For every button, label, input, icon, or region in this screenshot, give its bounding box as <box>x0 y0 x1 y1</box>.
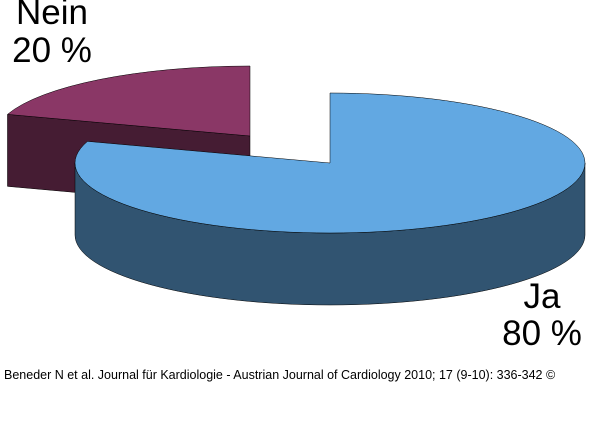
value-label: 80 % <box>502 314 582 353</box>
value-label: 20 % <box>12 31 92 70</box>
slice <box>74 92 586 234</box>
slice-label: Ja <box>524 277 562 316</box>
source-caption: Beneder N et al. Journal für Kardiologie… <box>4 368 556 382</box>
slice-label: Nein <box>16 0 88 32</box>
slice <box>6 65 251 137</box>
